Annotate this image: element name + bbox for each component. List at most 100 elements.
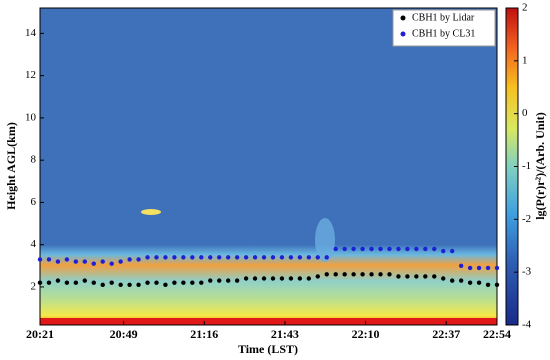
point	[306, 276, 312, 281]
point	[73, 259, 79, 264]
point	[270, 255, 276, 260]
point	[100, 259, 105, 264]
point	[261, 255, 267, 260]
colorbar-label: lg(P(r)r²)/(Arb. Unit)	[533, 112, 547, 220]
point	[46, 280, 52, 285]
x-tick-label: 22:10	[352, 327, 380, 341]
point	[414, 246, 419, 252]
point	[73, 280, 79, 285]
point	[91, 280, 96, 285]
heatmap	[40, 8, 497, 325]
point	[127, 282, 132, 288]
colorbar-tick-label: -3	[522, 266, 532, 278]
point	[82, 259, 88, 264]
x-tick-label: 20:49	[110, 327, 138, 341]
point	[306, 255, 312, 260]
point	[414, 274, 419, 279]
point	[199, 280, 204, 285]
point	[342, 272, 347, 277]
point	[315, 255, 320, 260]
colorbar-tick-label: -2	[522, 213, 531, 225]
point	[405, 274, 410, 279]
point	[64, 280, 70, 285]
point	[369, 272, 374, 277]
point	[494, 265, 500, 271]
point	[396, 274, 401, 279]
x-tick-label: 21:16	[190, 327, 218, 341]
legend-marker	[400, 15, 406, 21]
point	[449, 278, 455, 283]
point	[333, 272, 338, 277]
point	[64, 257, 70, 262]
point	[82, 278, 88, 283]
point	[217, 255, 222, 260]
point	[37, 257, 43, 262]
point	[297, 255, 303, 260]
point	[225, 255, 231, 260]
x-tick-label: 21:43	[271, 327, 299, 341]
point	[243, 276, 249, 281]
point	[46, 257, 52, 262]
point	[252, 255, 258, 260]
colorbar-tick-label: 0	[522, 107, 528, 119]
point	[396, 246, 401, 252]
point	[145, 280, 150, 285]
y-tick-label: 14	[25, 27, 37, 39]
point	[378, 246, 383, 252]
point	[467, 265, 473, 271]
colorbar-tick-label: -4	[522, 319, 532, 331]
point	[333, 246, 338, 252]
point	[190, 280, 195, 285]
point	[279, 276, 285, 281]
colorbar-tick-label: -1	[522, 160, 531, 172]
point	[297, 276, 303, 281]
y-axis-label: Height AGL(km)	[4, 122, 18, 210]
legend-label: CBH1 by Lidar	[412, 12, 475, 23]
point	[360, 272, 365, 277]
point	[458, 278, 464, 283]
point	[136, 257, 141, 262]
point	[118, 259, 123, 264]
point	[199, 255, 204, 260]
point	[208, 278, 213, 283]
point	[261, 276, 267, 281]
colorbar-tick-label: 2	[522, 2, 528, 14]
point	[369, 246, 374, 252]
point	[360, 246, 365, 252]
point	[315, 274, 320, 279]
point	[423, 274, 428, 279]
point	[154, 280, 159, 285]
y-tick-label: 10	[25, 111, 37, 123]
point	[234, 255, 240, 260]
point	[243, 255, 249, 260]
y-tick-label: 6	[31, 196, 37, 208]
point	[387, 272, 392, 277]
point	[378, 272, 383, 277]
legend-label: CBH1 by CL31	[412, 28, 475, 39]
point	[163, 255, 168, 260]
point	[288, 276, 294, 281]
point	[37, 280, 43, 285]
point	[55, 278, 61, 283]
point	[181, 280, 186, 285]
point	[181, 255, 186, 260]
point	[109, 280, 114, 285]
point	[145, 255, 150, 260]
point	[342, 246, 347, 252]
point	[217, 278, 222, 283]
point	[270, 276, 276, 281]
point	[288, 255, 294, 260]
x-tick-label: 20:21	[26, 327, 54, 341]
point	[476, 265, 482, 271]
point	[441, 248, 446, 254]
point	[423, 246, 428, 252]
point	[100, 282, 105, 288]
colorbar-tick-label: 1	[522, 54, 528, 66]
point	[109, 261, 114, 266]
plot-frame	[39, 7, 498, 326]
point	[208, 255, 213, 260]
point	[351, 272, 356, 277]
point	[55, 259, 61, 264]
point	[163, 282, 168, 288]
